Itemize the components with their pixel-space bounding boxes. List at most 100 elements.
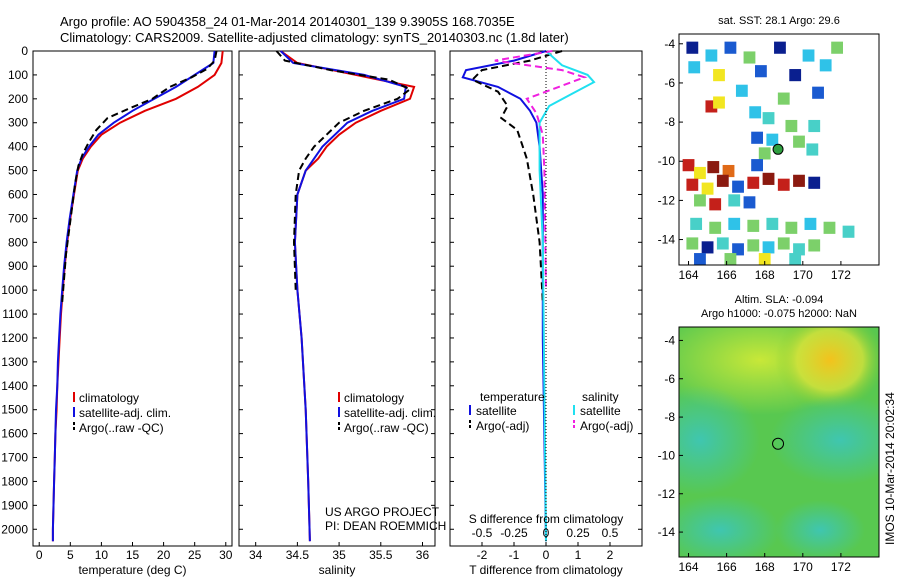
sst-map-title: sat. SST: 28.1 Argo: 29.6 xyxy=(718,15,840,27)
sla-field xyxy=(679,327,879,557)
difference-s-tick-label: 0 xyxy=(543,526,550,540)
temperature-ytick-label: 600 xyxy=(8,187,28,201)
difference-xtick-label: 1 xyxy=(575,548,582,562)
sst-cell xyxy=(724,253,737,266)
temperature-ytick-label: 900 xyxy=(8,259,28,273)
sla-map-title-line2: Argo h1000: -0.075 h2000: NaN xyxy=(701,308,857,320)
sst-ytick-label: -8 xyxy=(664,115,675,129)
sla-ytick-label: -8 xyxy=(664,410,675,424)
sst-cell xyxy=(831,41,843,54)
sst-cell xyxy=(701,182,714,195)
sst-cell xyxy=(713,96,725,109)
sst-cell xyxy=(747,239,760,252)
sst-cell xyxy=(743,51,756,64)
temperature-panel: 0100200300400500600700800900100011001200… xyxy=(1,44,232,577)
sst-map-frame xyxy=(678,33,880,266)
temperature-xtick-label: 20 xyxy=(157,548,171,562)
salinity-axes-frame xyxy=(238,50,436,547)
difference-series-0-line xyxy=(461,50,547,542)
temperature-ytick-label: 1000 xyxy=(1,283,28,297)
temperature-ytick-label: 700 xyxy=(8,211,28,225)
sla-xtick-label: 172 xyxy=(831,560,851,574)
sst-cell xyxy=(777,178,790,191)
difference-xtick-label: -1 xyxy=(509,548,520,562)
sst-xtick-label: 164 xyxy=(679,268,699,282)
sst-cell xyxy=(789,253,802,266)
sst-cell xyxy=(793,174,805,187)
sst-cell xyxy=(749,106,762,119)
sla-xtick-label: 166 xyxy=(717,560,737,574)
sst-cell xyxy=(762,112,775,125)
sst-cell xyxy=(701,241,714,254)
sla-ytick-label: -14 xyxy=(658,525,676,539)
sst-cell xyxy=(777,92,790,105)
difference-legend-label: satellite xyxy=(580,404,621,418)
sst-xtick-label: 172 xyxy=(831,268,851,282)
sst-cell xyxy=(755,65,767,78)
sst-cell xyxy=(716,174,729,187)
sst-ytick-label: -14 xyxy=(658,233,676,247)
sst-cell xyxy=(709,221,722,234)
sst-argo-marker xyxy=(772,143,784,155)
temperature-xtick-label: 0 xyxy=(36,548,43,562)
sst-ytick-label: -4 xyxy=(664,37,675,51)
sst-cell xyxy=(751,159,763,172)
sst-cell xyxy=(724,41,737,54)
sst-cell xyxy=(758,253,771,266)
difference-panel: -2 -1 0 1 2T difference from climatology -0.5… xyxy=(449,50,643,577)
salinity-legend-label: climatology xyxy=(344,391,404,405)
sst-cell xyxy=(793,243,805,256)
sla-ytick-label: -12 xyxy=(658,487,676,501)
sla-map-title-line1: Altim. SLA: -0.094 xyxy=(735,294,824,306)
sst-cell xyxy=(774,41,786,54)
sst-cell xyxy=(686,237,699,250)
sst-cell xyxy=(808,119,821,133)
salinity-annotation-project: US ARGO PROJECT xyxy=(325,505,440,519)
sst-cell xyxy=(728,194,741,207)
difference-series-2-line xyxy=(538,50,596,542)
sst-ytick-label: -12 xyxy=(658,193,676,207)
difference-top-xlabel: S difference from climatology xyxy=(469,512,624,526)
sst-cell xyxy=(705,49,718,62)
sla-ytick-label: -4 xyxy=(664,333,675,347)
sst-cell xyxy=(713,69,725,82)
difference-series-1-line xyxy=(470,50,563,303)
sla-ytick-label: -6 xyxy=(664,372,675,386)
temperature-ytick-label: 100 xyxy=(8,68,28,82)
difference-xtick-label: -2 xyxy=(477,548,488,562)
sst-cell xyxy=(819,59,832,72)
sst-ytick-label: -10 xyxy=(658,154,676,168)
sst-cell xyxy=(808,176,821,189)
sst-cell xyxy=(785,119,798,133)
temperature-ytick-label: 1300 xyxy=(1,355,28,369)
difference-legend-label: Argo(-adj) xyxy=(476,419,529,433)
difference-s-tick-label: -0.25 xyxy=(500,526,528,540)
difference-legend-label: Argo(-adj) xyxy=(580,419,633,433)
salinity-xtick-label: 34 xyxy=(249,548,263,562)
sla-xtick-label: 168 xyxy=(755,560,775,574)
temperature-ytick-label: 0 xyxy=(21,44,28,58)
temperature-ytick-label: 200 xyxy=(8,92,28,106)
sst-cell xyxy=(707,161,720,174)
sst-cell xyxy=(709,198,722,211)
sst-cell xyxy=(694,253,706,266)
sst-cell xyxy=(747,176,760,189)
temperature-ytick-label: 1400 xyxy=(1,379,28,393)
sla-ytick-label: -10 xyxy=(658,448,676,462)
salinity-xtick-label: 35.5 xyxy=(369,548,393,562)
sst-cell xyxy=(732,180,744,193)
sst-cell xyxy=(804,217,817,230)
temperature-ytick-label: 1800 xyxy=(1,474,28,488)
sst-cell xyxy=(688,61,701,74)
sst-cell xyxy=(690,217,703,230)
sla-argo-marker xyxy=(772,437,785,450)
sst-ytick-label: -6 xyxy=(664,76,675,90)
temperature-xtick-label: 5 xyxy=(67,548,74,562)
temperature-ytick-label: 1700 xyxy=(1,451,28,465)
sst-cell xyxy=(766,217,779,230)
temperature-xtick-label: 25 xyxy=(188,548,202,562)
sst-cell xyxy=(716,237,729,250)
